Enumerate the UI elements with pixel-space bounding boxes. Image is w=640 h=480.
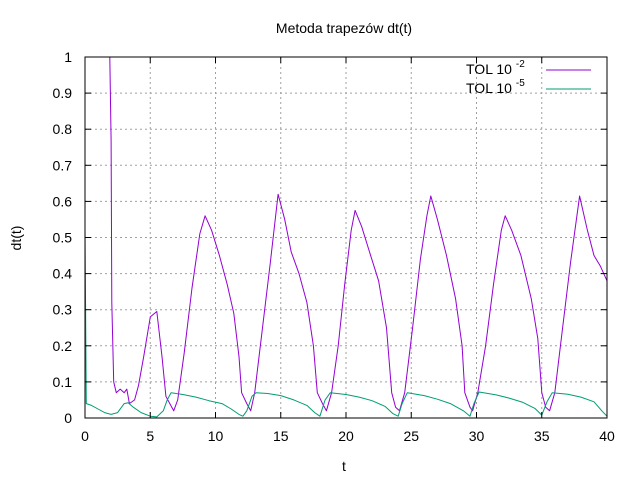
y-tick-label: 0.3: [53, 302, 73, 318]
series-group: [85, 57, 607, 418]
x-tick-label: 5: [146, 428, 154, 444]
x-tick-label: 25: [403, 428, 419, 444]
x-tick-label: 30: [469, 428, 485, 444]
x-tick-label: 40: [599, 428, 615, 444]
axis-ticks: 0 5 10 15 20 25 30 35 40 0 0.1 0.2 0.3 0.4 0.5 0.6 0.7 0.…: [53, 49, 615, 444]
y-tick-label: 0: [64, 410, 72, 426]
x-tick-label: 0: [81, 428, 89, 444]
chart-title: Metoda trapezów dt(t): [276, 20, 412, 36]
x-tick-label: 35: [534, 428, 550, 444]
y-tick-label: 0.1: [53, 374, 73, 390]
y-tick-label: 1: [64, 49, 72, 65]
series-line-2: [85, 230, 607, 418]
y-tick-label: 0.8: [53, 121, 73, 137]
x-tick-label: 10: [208, 428, 224, 444]
y-tick-label: 0.2: [53, 338, 73, 354]
y-axis-label: dt(t): [8, 226, 24, 251]
legend-label-2: TOL 10 -5: [466, 78, 525, 96]
y-tick-label: 0.4: [53, 266, 73, 282]
x-tick-label: 15: [273, 428, 289, 444]
legend-label-1: TOL 10 -2: [466, 59, 525, 77]
y-tick-label: 0.6: [53, 193, 73, 209]
y-tick-label: 0.5: [53, 230, 73, 246]
x-axis-label: t: [342, 458, 346, 474]
y-tick-label: 0.7: [53, 157, 73, 173]
y-tick-label: 0.9: [53, 85, 73, 101]
x-tick-label: 20: [338, 428, 354, 444]
